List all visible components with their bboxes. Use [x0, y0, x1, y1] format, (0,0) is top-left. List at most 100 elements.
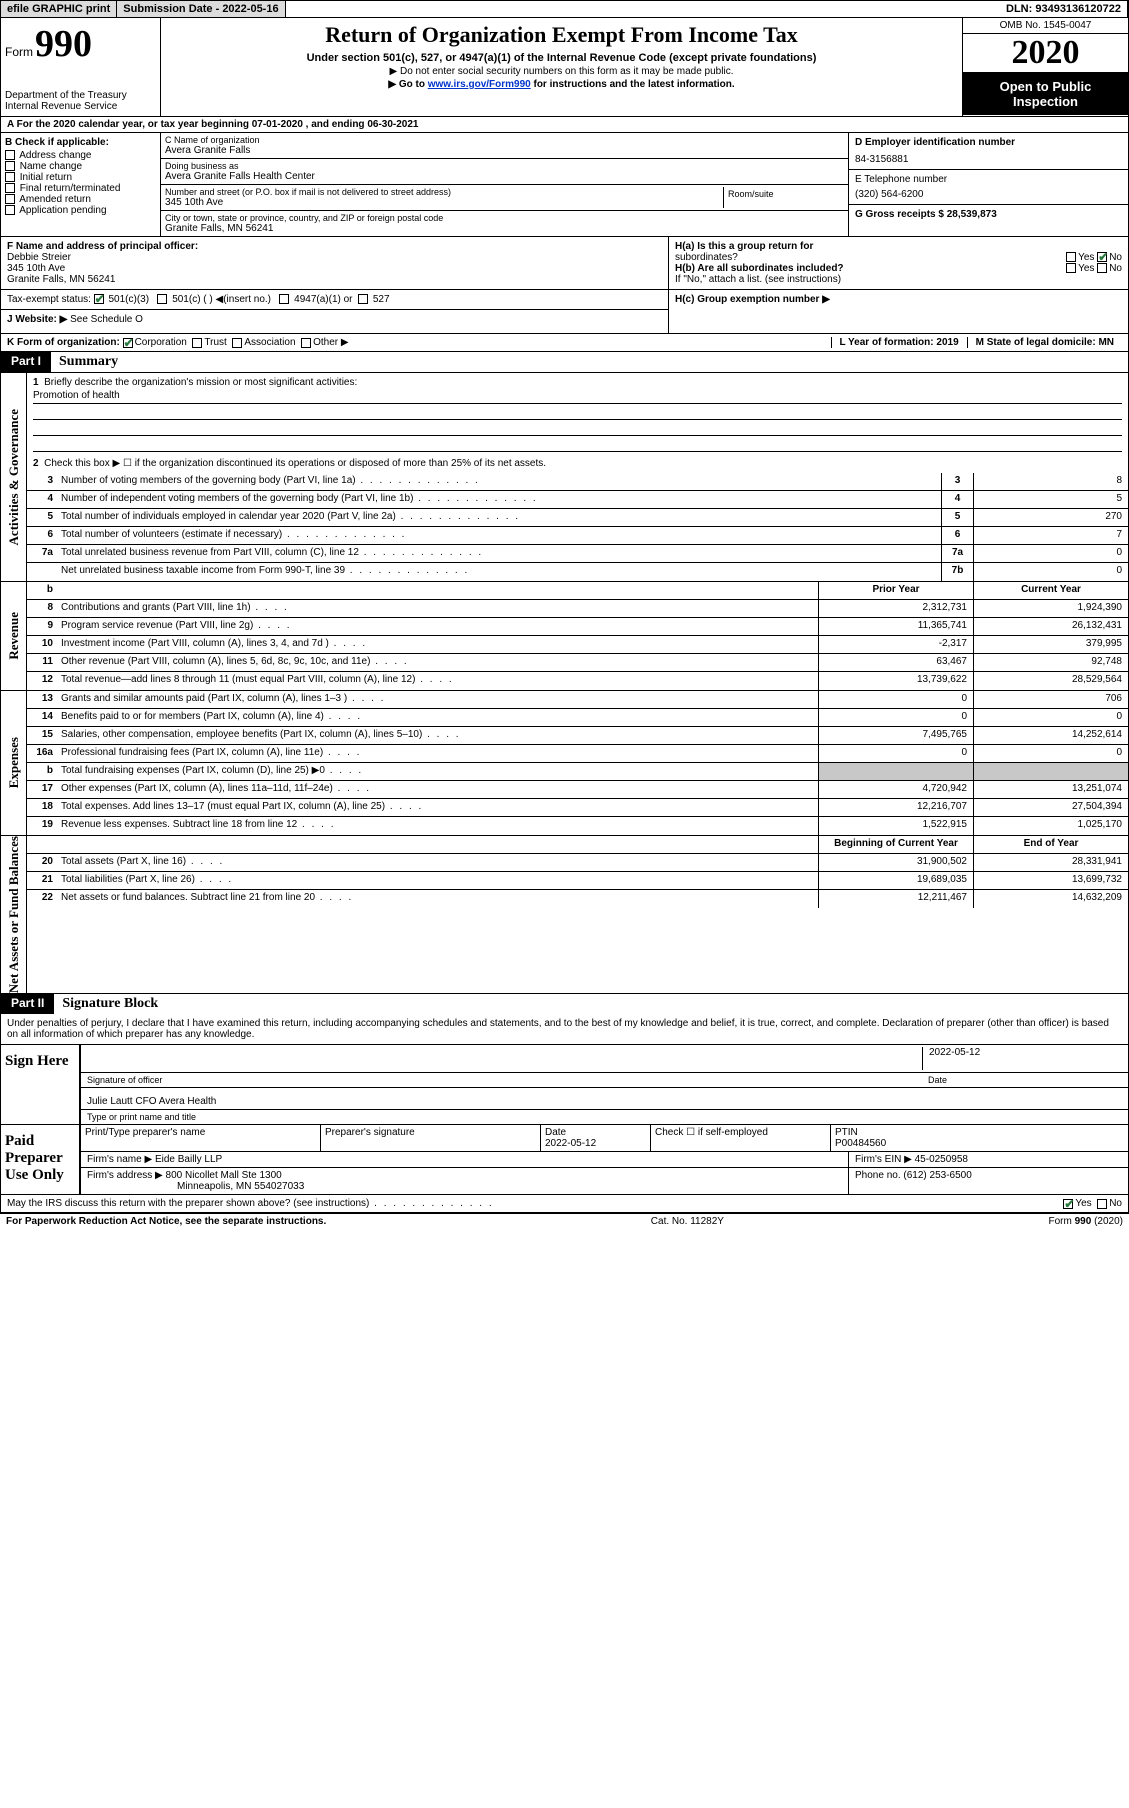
hdr-prior: Prior Year: [818, 582, 973, 599]
opt-527: 527: [373, 294, 390, 305]
firm-addr1-value: 800 Nicollet Mall Ste 1300: [166, 1170, 282, 1181]
checkbox-4947[interactable]: [279, 294, 289, 304]
open-inspection-badge: Open to Public Inspection: [963, 73, 1128, 115]
perjury-declaration: Under penalties of perjury, I declare th…: [1, 1014, 1128, 1044]
prep-date-value: 2022-05-12: [545, 1138, 596, 1149]
gross-receipts: G Gross receipts $ 28,539,873: [855, 209, 1122, 220]
b-checkbox[interactable]: [5, 205, 15, 215]
k-assoc-checkbox[interactable]: [232, 338, 242, 348]
yes-label-3: Yes: [1075, 1198, 1091, 1209]
row-a-tax-year: A For the 2020 calendar year, or tax yea…: [1, 116, 1128, 132]
firm-phone-value: (612) 253-6500: [903, 1170, 971, 1181]
table-row: 19Revenue less expenses. Subtract line 1…: [27, 817, 1128, 835]
q2-num: 2: [33, 458, 39, 469]
header-right-block: OMB No. 1545-0047 2020 Open to Public In…: [963, 18, 1128, 116]
part2-title: Signature Block: [54, 994, 166, 1014]
tax-status-label: Tax-exempt status:: [7, 294, 91, 305]
k-corp-checkbox[interactable]: [123, 338, 133, 348]
table-row: 18Total expenses. Add lines 13–17 (must …: [27, 799, 1128, 817]
table-row: 8Contributions and grants (Part VIII, li…: [27, 600, 1128, 618]
discuss-no-checkbox[interactable]: [1097, 1199, 1107, 1209]
k-trust-checkbox[interactable]: [192, 338, 202, 348]
part2-badge: Part II: [1, 994, 54, 1014]
hdr-curr: Current Year: [973, 582, 1128, 599]
city-value: Granite Falls, MN 56241: [165, 223, 844, 234]
form-word: Form: [5, 45, 33, 59]
ha-no-checkbox[interactable]: [1097, 252, 1107, 262]
b-checkbox[interactable]: [5, 194, 15, 204]
vtab-netassets: Net Assets or Fund Balances: [1, 836, 27, 993]
b-item: Initial return: [5, 172, 156, 183]
ha-sub: subordinates?: [675, 252, 738, 263]
hdr-beg: Beginning of Current Year: [818, 836, 973, 853]
phone-value: (320) 564-6200: [855, 189, 1122, 200]
b-checkbox[interactable]: [5, 183, 15, 193]
vtab-revenue: Revenue: [1, 582, 27, 690]
room-label: Room/suite: [728, 189, 840, 199]
opt-501c3: 501(c)(3): [108, 294, 149, 305]
l-year: L Year of formation: 2019: [831, 337, 967, 348]
header-title-block: Return of Organization Exempt From Incom…: [161, 18, 963, 116]
website-value: See Schedule O: [70, 314, 143, 325]
table-row: 6Total number of volunteers (estimate if…: [27, 527, 1128, 545]
goto-post: for instructions and the latest informat…: [531, 79, 735, 90]
opt-4947: 4947(a)(1) or: [294, 294, 352, 305]
table-row: 15Salaries, other compensation, employee…: [27, 727, 1128, 745]
k-other-checkbox[interactable]: [301, 338, 311, 348]
ha-yes-checkbox[interactable]: [1066, 252, 1076, 262]
b-checkbox[interactable]: [5, 172, 15, 182]
table-row: 14Benefits paid to or for members (Part …: [27, 709, 1128, 727]
ein-label: D Employer identification number: [855, 137, 1122, 148]
table-row: 7aTotal unrelated business revenue from …: [27, 545, 1128, 563]
hb-no-checkbox[interactable]: [1097, 263, 1107, 273]
firm-ein-value: 45-0250958: [915, 1154, 968, 1165]
officer-addr1: 345 10th Ave: [7, 263, 662, 274]
q1-text: Briefly describe the organization's miss…: [44, 377, 357, 388]
q1-value: Promotion of health: [33, 388, 1122, 404]
prep-check-label: Check ☐ if self-employed: [651, 1125, 831, 1152]
checkbox-527[interactable]: [358, 294, 368, 304]
footer-left: For Paperwork Reduction Act Notice, see …: [6, 1216, 326, 1227]
form-subtitle: Under section 501(c), 527, or 4947(a)(1)…: [167, 52, 956, 64]
efile-print-button[interactable]: efile GRAPHIC print: [1, 1, 117, 17]
yes-label-2: Yes: [1078, 263, 1094, 274]
b-label: B Check if applicable:: [5, 137, 156, 148]
website-label: J Website: ▶: [7, 314, 67, 325]
table-row: 9Program service revenue (Part VIII, lin…: [27, 618, 1128, 636]
b-item: Name change: [5, 161, 156, 172]
b-checkbox[interactable]: [5, 150, 15, 160]
form-container: Form 990 Department of the Treasury Inte…: [0, 18, 1129, 1213]
officer-name: Debbie Streier: [7, 252, 662, 263]
f-label: F Name and address of principal officer:: [7, 241, 662, 252]
goto-pre: ▶ Go to: [388, 79, 427, 90]
irs-discuss-row: May the IRS discuss this return with the…: [1, 1194, 1128, 1212]
table-row: 10Investment income (Part VIII, column (…: [27, 636, 1128, 654]
irs-link[interactable]: www.irs.gov/Form990: [428, 79, 531, 90]
hb-note: If "No," attach a list. (see instruction…: [675, 274, 1122, 285]
city-label: City or town, state or province, country…: [165, 213, 844, 223]
vtab-governance: Activities & Governance: [1, 373, 27, 581]
checkbox-501c3[interactable]: [94, 294, 104, 304]
hdr-end: End of Year: [973, 836, 1128, 853]
b-item: Final return/terminated: [5, 183, 156, 194]
dba-label: Doing business as: [165, 161, 844, 171]
checkbox-501c[interactable]: [157, 294, 167, 304]
officer-name-value: Julie Lautt CFO Avera Health: [87, 1096, 216, 1107]
hc-label: H(c) Group exemption number ▶: [669, 289, 1128, 309]
q2-text: Check this box ▶ ☐ if the organization d…: [44, 458, 546, 469]
table-row: bTotal fundraising expenses (Part IX, co…: [27, 763, 1128, 781]
hb-yes-checkbox[interactable]: [1066, 263, 1076, 273]
ptin-value: P00484560: [835, 1138, 886, 1149]
form-title: Return of Organization Exempt From Incom…: [167, 22, 956, 48]
footer-mid: Cat. No. 11282Y: [651, 1216, 724, 1227]
b-checkbox[interactable]: [5, 161, 15, 171]
officer-addr2: Granite Falls, MN 56241: [7, 274, 662, 285]
top-toolbar: efile GRAPHIC print Submission Date - 20…: [0, 0, 1129, 18]
omb-number: OMB No. 1545-0047: [963, 18, 1128, 34]
k-corp: Corporation: [135, 337, 187, 348]
q1-num: 1: [33, 377, 39, 388]
firm-ein-label: Firm's EIN ▶: [855, 1154, 912, 1165]
vtab-expenses: Expenses: [1, 691, 27, 835]
discuss-yes-checkbox[interactable]: [1063, 1199, 1073, 1209]
form-number: 990: [35, 22, 92, 66]
